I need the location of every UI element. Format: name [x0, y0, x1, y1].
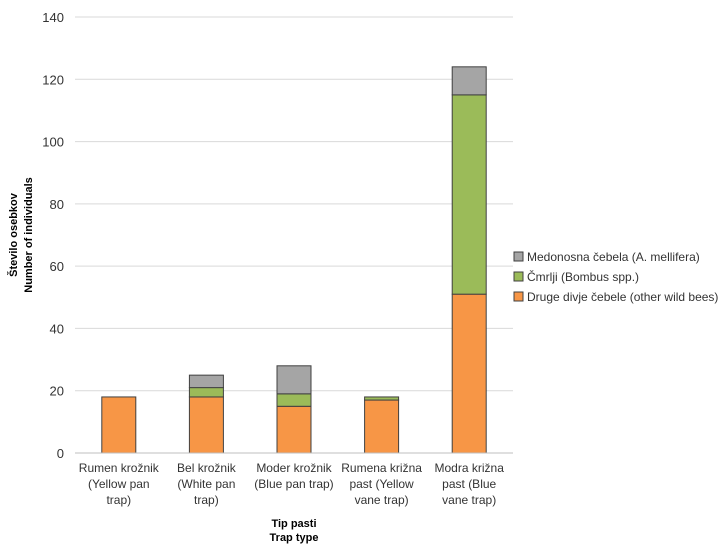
bar-segment — [276, 365, 312, 395]
x-category-label: Rumen krožnik (Yellow pan trap) — [79, 461, 160, 507]
bar-segment — [276, 393, 312, 407]
x-category-label-line: (Blue pan trap) — [254, 477, 333, 491]
x-category-label-line: Bel krožnik — [177, 461, 237, 475]
y-axis-tick-labels: 0 20 40 60 80 100 120 140 — [42, 10, 64, 461]
legend-swatch — [513, 291, 524, 302]
x-category-label-line: Moder krožnik — [256, 461, 332, 475]
legend-swatch — [513, 251, 524, 262]
bar-segment — [364, 399, 400, 454]
bar-segment — [188, 396, 224, 454]
bar-segment — [364, 396, 400, 401]
y-tick-label: 40 — [50, 321, 64, 336]
x-category-label-line: (Yellow pan — [88, 477, 150, 491]
y-tick-label: 60 — [50, 259, 64, 274]
x-category-label-line: Modra križna — [435, 461, 505, 475]
bar-segment — [451, 66, 487, 96]
y-axis-title: Število osebkov Number of individuals — [7, 177, 35, 293]
x-axis-title-line: Trap type — [270, 532, 319, 544]
legend-label: Druge divje čebele (other wild bees) — [527, 290, 718, 304]
legend-label: Medonosna čebela (A. mellifera) — [527, 250, 700, 264]
x-axis-title: Tip pasti Trap type — [270, 518, 319, 544]
x-category-label-line: vane trap) — [442, 493, 496, 507]
x-category-label: Rumena križna past (Yellow vane trap) — [341, 461, 422, 507]
legend-swatch — [513, 271, 524, 282]
x-axis-title-line: Tip pasti — [271, 518, 316, 530]
x-axis-category-labels: Rumen krožnik (Yellow pan trap)Bel krožnik… — [79, 461, 504, 507]
legend: Medonosna čebela (A. mellifera) Čmrlji (B… — [513, 250, 718, 304]
x-category-label-line: trap) — [106, 493, 131, 507]
y-tick-label: 80 — [50, 197, 64, 212]
bar-segment — [276, 405, 312, 454]
y-tick-label: 20 — [50, 384, 64, 399]
bar-segment — [101, 396, 137, 454]
x-category-label-line: trap) — [194, 493, 219, 507]
x-category-label-line: Rumena križna — [341, 461, 422, 475]
x-category-label: Bel krožnik (White pan trap) — [177, 461, 237, 507]
x-category-label-line: past (Yellow — [349, 477, 414, 491]
x-category-label-line: vane trap) — [355, 493, 409, 507]
y-tick-label: 140 — [42, 10, 64, 25]
x-category-label-line: Rumen krožnik — [79, 461, 160, 475]
x-category-label: Modra križna past (Blue vane trap) — [435, 461, 505, 507]
gridlines — [75, 16, 513, 392]
x-category-label-line: past (Blue — [442, 477, 496, 491]
y-tick-label: 100 — [42, 135, 64, 150]
y-axis-title-line: Number of individuals — [23, 177, 35, 293]
bars — [101, 66, 487, 454]
y-axis-title-line: Število osebkov — [7, 192, 20, 277]
x-category-label: Moder krožnik (Blue pan trap) — [254, 461, 333, 491]
bar-segment — [188, 374, 224, 389]
bar-segment — [188, 387, 224, 398]
bar-segment — [451, 94, 487, 295]
y-tick-label: 120 — [42, 72, 64, 87]
x-category-label-line: (White pan — [177, 477, 235, 491]
legend-label: Čmrlji (Bombus spp.) — [527, 269, 639, 284]
bar-segment — [451, 293, 487, 454]
y-tick-label: 0 — [57, 446, 64, 461]
